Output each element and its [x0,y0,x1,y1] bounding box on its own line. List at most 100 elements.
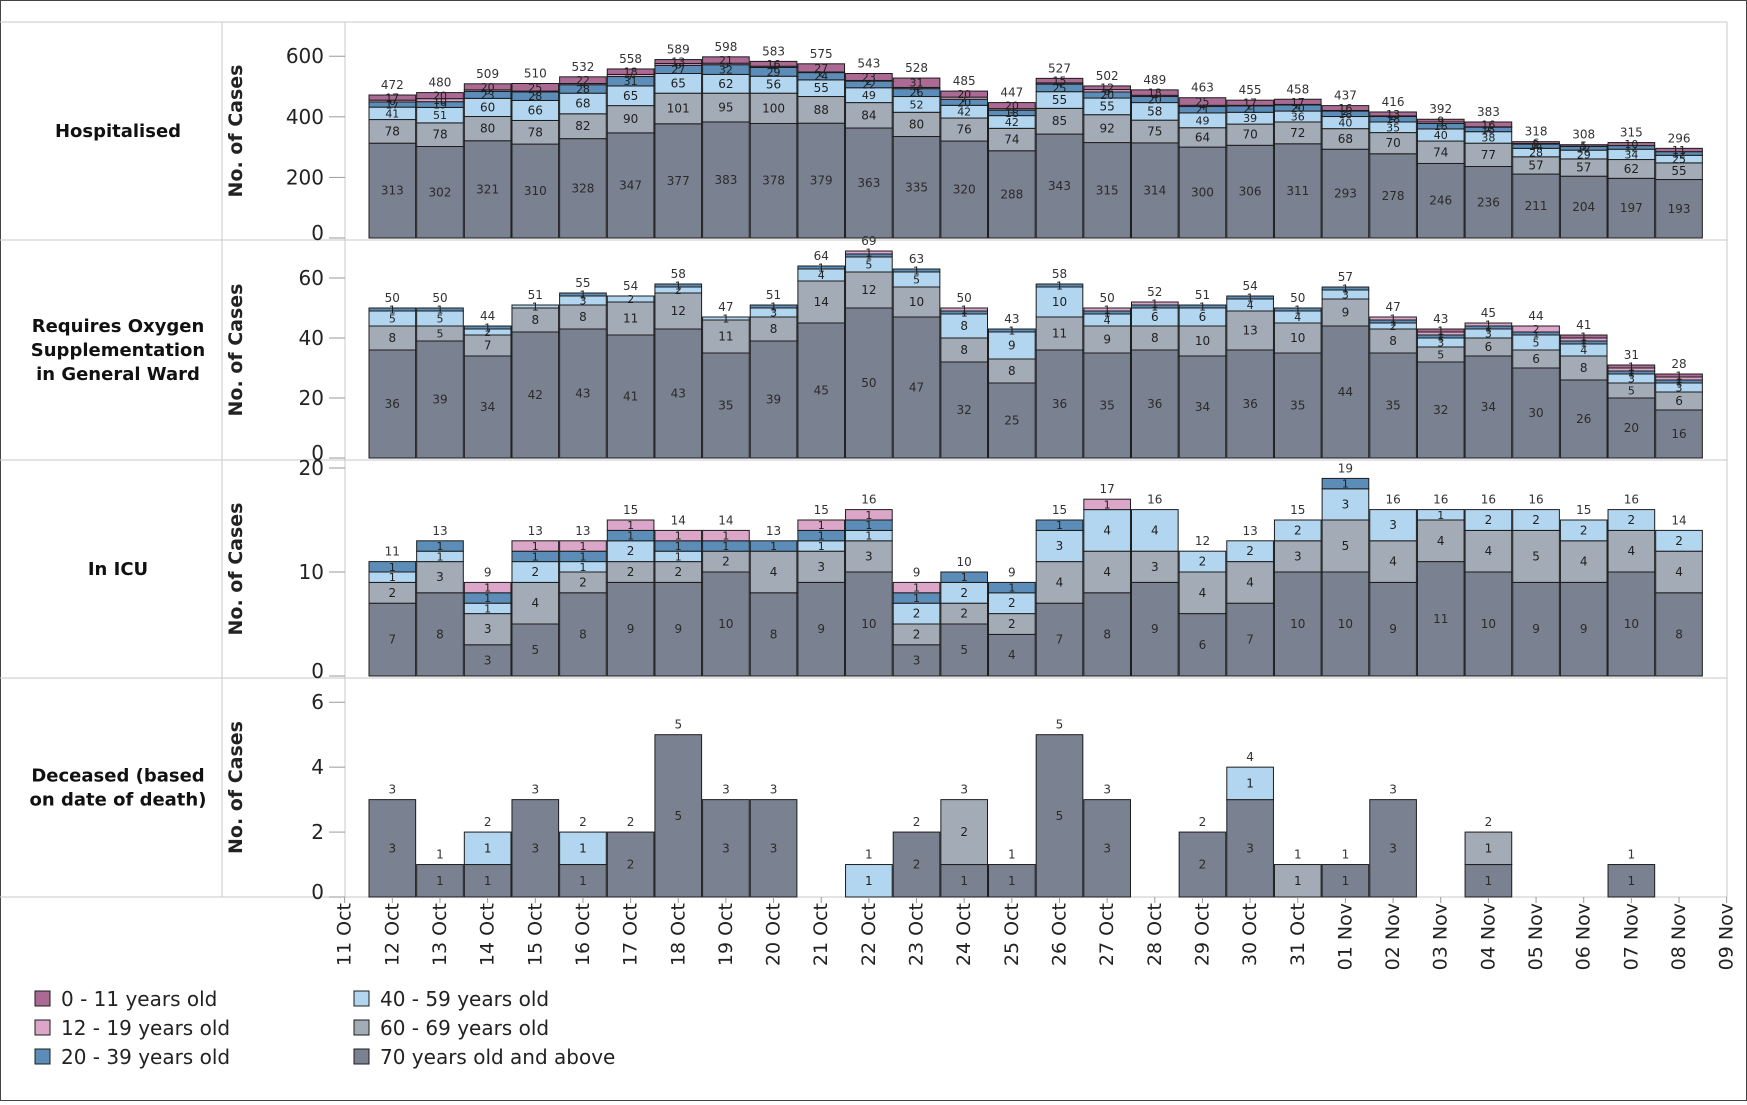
segment-value-label: 2 [960,586,968,600]
segment-value-label: 4 [1103,565,1111,579]
segment-value-label: 1 [1485,874,1493,888]
segment-value-label: 5 [1342,539,1350,553]
segment-value-label: 17 [385,92,399,105]
bar-total-label: 64 [814,249,829,263]
segment-value-label: 3 [484,622,492,636]
bar-total-label: 315 [1620,126,1643,140]
segment-value-label: 47 [909,381,924,395]
segment-value-label: 1 [770,301,777,314]
bar-total-label: 12 [1195,534,1210,548]
bar-total-label: 16 [1433,493,1448,507]
y-tick-label: 200 [286,165,324,189]
bar-total-label: 2 [1199,815,1207,829]
segment-value-label: 100 [762,101,785,115]
segment-value-label: 1 [1342,283,1349,296]
segment-value-label: 41 [623,390,638,404]
bar-total-label: 58 [671,267,686,281]
segment-value-label: 193 [1668,202,1691,216]
x-tick-label: 06 Nov [1573,903,1595,970]
segment-value-label: 1 [1676,370,1683,383]
y-axis-title-2: No. of Cases [225,503,247,636]
bar-total-label: 69 [861,234,876,248]
segment-value-label: 12 [1100,82,1114,95]
segment-value-label: 2 [627,858,635,872]
x-tick-label: 14 Oct [477,903,499,966]
y-tick-label: 10 [299,560,324,584]
bar-total-label: 2 [484,815,492,829]
segment-value-label: 14 [814,295,829,309]
bar-total-label: 502 [1096,69,1119,83]
y-axis-title-3: No. of Cases [225,721,247,854]
segment-value-label: 5 [674,809,682,823]
segment-value-label: 4 [1580,555,1588,569]
segment-value-label: 12 [671,304,686,318]
segment-value-label: 1 [436,874,444,888]
segment-value-label: 20 [957,88,971,101]
segment-value-label: 11 [1052,327,1067,341]
segment-value-label: 2 [960,607,968,621]
segment-value-label: 25 [528,81,542,94]
segment-value-label: 8 [1151,331,1159,345]
x-tick-label: 26 Oct [1049,903,1071,966]
segment-value-label: 32 [1433,403,1448,417]
x-tick-label: 16 Oct [572,903,594,966]
segment-value-label: 8 [960,343,968,357]
x-tick-label: 04 Nov [1477,903,1499,970]
bar-total-label: 1 [1628,848,1636,862]
x-tick-label: 19 Oct [715,903,737,966]
segment-value-label: 52 [910,98,924,111]
segment-value-label: 2 [579,575,587,589]
y-tick-label: 400 [286,105,324,129]
bar-total-label: 15 [1052,503,1067,517]
segment-value-label: 10 [1338,617,1353,631]
segment-value-label: 3 [1342,497,1350,511]
segment-value-label: 1 [1247,292,1254,305]
segment-value-label: 10 [718,617,733,631]
y-tick-label: 0 [311,880,324,904]
x-tick-label: 30 Oct [1239,903,1261,966]
segment-value-label: 321 [476,182,499,196]
segment-value-label: 1 [1437,509,1444,522]
segment-value-label: 1 [818,262,825,275]
bar-total-label: 4 [1246,750,1254,764]
segment-value-label: 1 [865,874,873,888]
bar-total-label: 16 [861,493,876,507]
segment-value-label: 3 [1389,518,1397,532]
segment-value-label: 21 [719,54,733,67]
segment-value-label: 11 [623,312,638,326]
bar-total-label: 392 [1429,102,1452,116]
segment-value-label: 5 [1532,549,1540,563]
segment-value-label: 1 [1342,478,1349,491]
segment-value-label: 1 [770,540,777,553]
segment-value-label: 311 [1286,184,1309,198]
segment-value-label: 1 [532,301,539,314]
bar-total-label: 13 [766,524,781,538]
bar-total-label: 437 [1334,89,1357,103]
segment-value-label: 4 [1437,534,1445,548]
segment-value-label: 77 [1481,148,1496,162]
bar-total-label: 50 [385,291,400,305]
segment-value-label: 363 [857,176,880,190]
segment-value-label: 84 [861,108,876,122]
bar-total-label: 14 [1671,513,1686,527]
segment-value-label: 5 [436,328,443,341]
segment-value-label: 278 [1382,189,1405,203]
segment-value-label: 62 [718,77,733,91]
segment-value-label: 78 [528,125,543,139]
segment-value-label: 36 [1242,397,1257,411]
segment-value-label: 8 [1675,627,1683,641]
segment-value-label: 68 [1338,132,1353,146]
segment-value-label: 35 [718,399,733,413]
segment-value-label: 9 [1103,333,1111,347]
segment-value-label: 16 [1338,102,1352,115]
segment-value-label: 8 [389,331,397,345]
bar-total-label: 28 [1671,357,1686,371]
legend-swatch [354,991,369,1006]
segment-value-label: 9 [1151,622,1159,636]
x-tick-label: 03 Nov [1430,903,1452,970]
segment-value-label: 315 [1096,183,1119,197]
legend-swatch [35,1020,50,1035]
bar-total-label: 43 [1433,312,1448,326]
segment-value-label: 6 [1675,394,1683,408]
bar-total-label: 15 [1290,503,1305,517]
